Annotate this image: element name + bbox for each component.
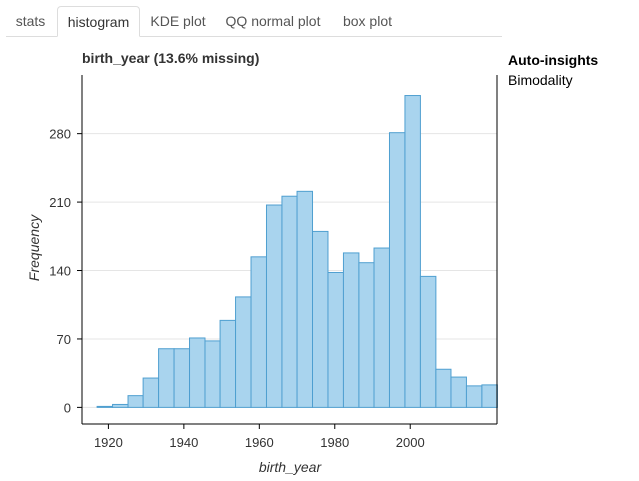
histogram-bar bbox=[189, 337, 206, 408]
histogram-bar bbox=[373, 247, 390, 408]
histogram-bar bbox=[342, 252, 360, 408]
histogram-bar bbox=[265, 204, 283, 408]
y-tick-label: 70 bbox=[57, 332, 71, 347]
histogram-bar bbox=[173, 348, 191, 408]
insight-item[interactable]: Bimodality bbox=[508, 72, 573, 88]
histogram-bar bbox=[312, 230, 329, 408]
histogram-bar bbox=[142, 377, 160, 408]
histogram-bar bbox=[358, 262, 375, 408]
histogram-bar bbox=[296, 190, 314, 408]
histogram-bar bbox=[96, 405, 114, 408]
chart-title: birth_year (13.6% missing) bbox=[82, 50, 260, 66]
y-tick-label: 280 bbox=[49, 127, 71, 142]
histogram-bar bbox=[281, 195, 298, 408]
tab-histogram[interactable]: histogram bbox=[57, 6, 140, 37]
histogram-bar bbox=[250, 256, 267, 408]
histogram-bar bbox=[465, 385, 483, 408]
histogram-bar bbox=[219, 319, 237, 408]
tab-bar: stats histogram KDE plot QQ normal plot … bbox=[6, 6, 502, 37]
x-tick-label: 1960 bbox=[245, 435, 274, 450]
y-ticks: 0 70 140 210 280 bbox=[49, 127, 82, 415]
x-axis-label: birth_year bbox=[259, 459, 323, 475]
x-tick-label: 1940 bbox=[169, 435, 198, 450]
histogram-bar bbox=[235, 296, 252, 408]
tab-qq-normal-plot[interactable]: QQ normal plot bbox=[225, 13, 321, 29]
y-tick-label: 210 bbox=[49, 195, 71, 210]
histogram-bar bbox=[158, 348, 175, 408]
auto-insights-title: Auto-insights bbox=[508, 52, 599, 68]
x-tick-label: 1980 bbox=[320, 435, 349, 450]
histogram-bar bbox=[419, 275, 437, 408]
x-tick-label: 2000 bbox=[396, 435, 425, 450]
histogram-bar bbox=[404, 95, 421, 408]
histogram-bar bbox=[204, 340, 221, 408]
y-tick-label: 140 bbox=[49, 264, 71, 279]
x-ticks: 1920 1940 1960 1980 2000 bbox=[94, 424, 425, 450]
histogram-bar bbox=[327, 271, 344, 408]
y-tick-label: 0 bbox=[64, 400, 71, 415]
x-tick-label: 1920 bbox=[94, 435, 123, 450]
y-axis-label: Frequency bbox=[26, 214, 42, 281]
histogram-bar bbox=[481, 384, 498, 408]
histogram-bar bbox=[112, 403, 129, 408]
tab-box-plot[interactable]: box plot bbox=[342, 13, 393, 29]
tab-kde-plot[interactable]: KDE plot bbox=[150, 13, 206, 29]
auto-insights-panel: Auto-insights Bimodality bbox=[508, 52, 598, 89]
histogram-bars bbox=[96, 95, 498, 408]
histogram-bar bbox=[435, 368, 452, 408]
histogram-bar bbox=[388, 132, 406, 408]
histogram-bar bbox=[127, 395, 144, 408]
tab-stats[interactable]: stats bbox=[15, 13, 46, 29]
histogram-bar bbox=[450, 376, 467, 408]
